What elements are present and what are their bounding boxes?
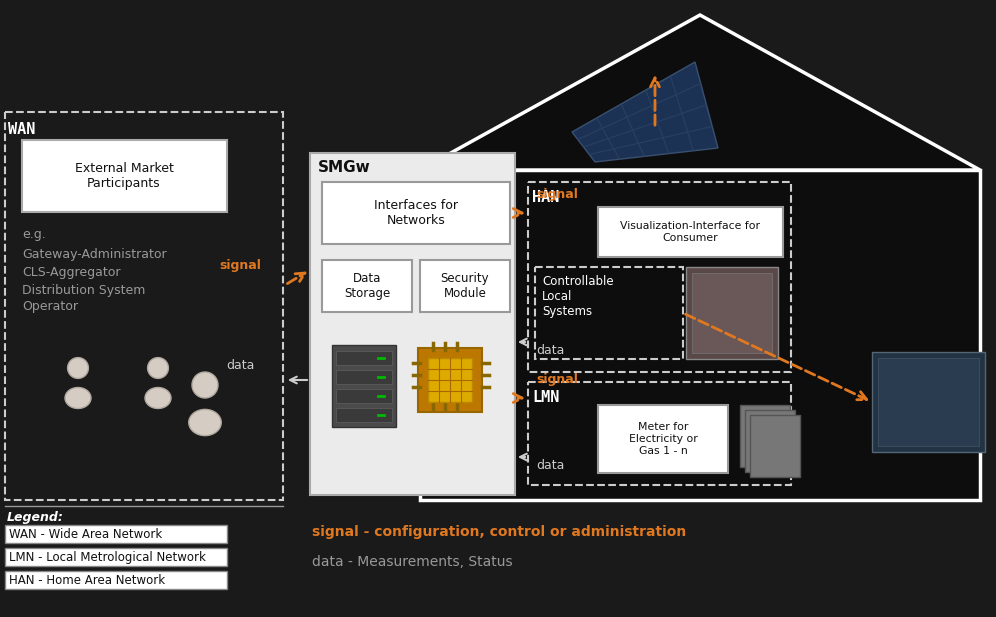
Text: Interfaces for
Networks: Interfaces for Networks (374, 199, 458, 227)
Text: data: data (536, 344, 565, 357)
Text: Visualization-Interface for
Consumer: Visualization-Interface for Consumer (620, 222, 760, 243)
Text: signal - configuration, control or administration: signal - configuration, control or admin… (312, 525, 686, 539)
Circle shape (147, 358, 168, 378)
FancyBboxPatch shape (692, 273, 772, 353)
FancyBboxPatch shape (322, 182, 510, 244)
Text: Security
Module: Security Module (440, 272, 489, 300)
FancyBboxPatch shape (322, 260, 412, 312)
FancyBboxPatch shape (5, 571, 227, 589)
FancyBboxPatch shape (418, 348, 482, 412)
Text: WAN - Wide Area Network: WAN - Wide Area Network (9, 528, 162, 540)
Circle shape (68, 358, 89, 378)
Polygon shape (572, 62, 718, 162)
FancyBboxPatch shape (598, 207, 783, 257)
FancyBboxPatch shape (336, 408, 392, 422)
FancyBboxPatch shape (336, 370, 392, 384)
FancyBboxPatch shape (872, 352, 985, 452)
Text: data: data (226, 359, 254, 372)
Text: LMN - Local Metrological Network: LMN - Local Metrological Network (9, 550, 206, 563)
FancyBboxPatch shape (420, 260, 510, 312)
Ellipse shape (65, 387, 91, 408)
Text: HAN - Home Area Network: HAN - Home Area Network (9, 573, 165, 587)
Text: HAN: HAN (532, 190, 560, 205)
Text: LMN: LMN (532, 390, 560, 405)
Text: Legend:: Legend: (7, 511, 64, 524)
FancyBboxPatch shape (22, 140, 227, 212)
Text: SMGw: SMGw (318, 160, 371, 175)
Ellipse shape (189, 409, 221, 436)
Text: data - Measurements, Status: data - Measurements, Status (312, 555, 513, 569)
Text: External Market
Participants: External Market Participants (75, 162, 173, 190)
Text: Meter for
Electricity or
Gas 1 - n: Meter for Electricity or Gas 1 - n (628, 423, 697, 455)
Ellipse shape (145, 387, 171, 408)
Polygon shape (420, 15, 980, 170)
FancyBboxPatch shape (740, 405, 790, 467)
FancyBboxPatch shape (336, 389, 392, 403)
FancyBboxPatch shape (310, 153, 515, 495)
FancyBboxPatch shape (745, 410, 795, 472)
Text: WAN: WAN (8, 122, 36, 137)
FancyBboxPatch shape (5, 525, 227, 543)
FancyBboxPatch shape (598, 405, 728, 473)
Polygon shape (420, 170, 980, 500)
FancyBboxPatch shape (428, 358, 472, 402)
Text: signal: signal (536, 373, 578, 386)
Text: Data
Storage: Data Storage (344, 272, 390, 300)
FancyBboxPatch shape (332, 345, 396, 427)
Text: e.g.: e.g. (22, 228, 46, 241)
FancyBboxPatch shape (686, 267, 778, 359)
Text: data: data (536, 459, 565, 472)
Text: Operator: Operator (22, 300, 78, 313)
Text: CLS-Aggregator: CLS-Aggregator (22, 266, 121, 279)
FancyBboxPatch shape (750, 415, 800, 477)
Text: Gateway-Administrator: Gateway-Administrator (22, 248, 166, 261)
Text: signal: signal (219, 259, 261, 272)
Text: Controllable
Local
Systems: Controllable Local Systems (542, 275, 614, 318)
FancyBboxPatch shape (336, 351, 392, 365)
FancyBboxPatch shape (878, 358, 979, 446)
Text: Distribution System: Distribution System (22, 284, 145, 297)
Circle shape (192, 372, 218, 398)
FancyBboxPatch shape (5, 548, 227, 566)
Text: signal: signal (536, 188, 578, 201)
